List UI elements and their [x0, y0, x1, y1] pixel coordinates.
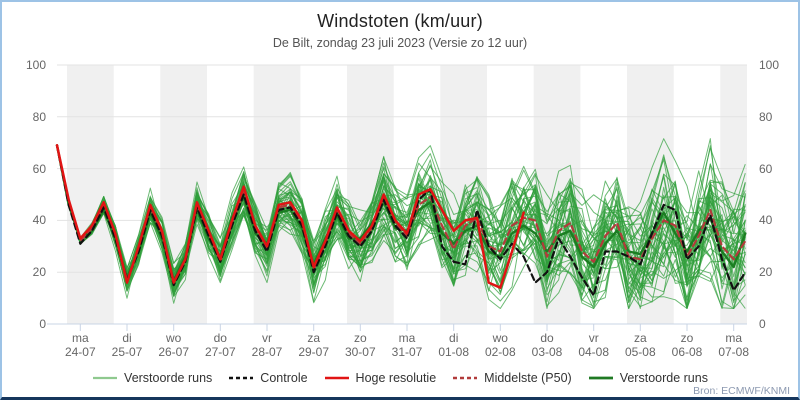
- line-sample-icon: [588, 376, 613, 380]
- ensemble-member-line: [56, 145, 746, 309]
- x-axis-label: ma 24-07: [64, 331, 96, 359]
- x-axis-label: vr 04-08: [578, 331, 610, 359]
- y-axis-label-right: 100: [759, 58, 780, 72]
- x-axis-label: zo 30-07: [344, 331, 376, 359]
- source-attribution: Bron: ECMWF/KNMI: [693, 385, 790, 397]
- legend: Verstoorde runs Controle Hoge resolutie …: [2, 371, 798, 385]
- ensemble-member-line: [56, 145, 746, 287]
- day-band: [67, 65, 114, 324]
- day-band: [347, 65, 394, 324]
- y-axis-label-left: 60: [32, 161, 46, 176]
- legend-label: Hoge resolutie: [355, 371, 437, 385]
- legend-item-controle: Controle: [228, 371, 308, 385]
- chart-title: Windstoten (km/uur): [317, 11, 483, 31]
- y-axis-label-right: 60: [759, 161, 773, 176]
- legend-label: Controle: [260, 371, 308, 385]
- legend-item-verstoorde-runs-dark: Verstoorde runs: [588, 371, 708, 385]
- y-axis-label-right: 40: [759, 213, 773, 228]
- y-axis-label-left: 40: [32, 213, 46, 228]
- legend-item-middelste-p50: Middelste (P50): [452, 371, 572, 385]
- y-axis-label-right: 0: [759, 317, 766, 331]
- line-sample-icon: [93, 376, 118, 380]
- x-axis-label: wo 02-08: [484, 331, 516, 359]
- x-axis-label: za 05-08: [624, 331, 656, 359]
- legend-item-verstoorde-runs-light: Verstoorde runs: [92, 371, 212, 385]
- line-sample-icon: [453, 376, 478, 380]
- y-axis-label-left: 20: [32, 265, 46, 280]
- line-sample-icon: [229, 376, 254, 380]
- chart-subtitle: De Bilt, zondag 23 juli 2023 (Versie zo …: [272, 36, 528, 50]
- x-axis-label: zo 06-08: [671, 331, 703, 359]
- ensemble-member-line: [56, 145, 746, 293]
- legend-label: Verstoorde runs: [619, 371, 708, 385]
- x-axis-label: do 03-08: [531, 331, 563, 359]
- x-axis-label: wo 26-07: [158, 331, 190, 359]
- ensemble-member-line: [56, 145, 746, 298]
- x-axis-label: di 25-07: [111, 331, 143, 359]
- day-band: [160, 65, 207, 324]
- y-axis-label-left: 100: [25, 58, 46, 72]
- legend-item-hoge-resolutie: Hoge resolutie: [324, 371, 437, 385]
- legend-label: Verstoorde runs: [124, 371, 213, 385]
- x-axis-label: di 01-08: [438, 331, 470, 359]
- y-axis-label-right: 80: [759, 109, 773, 124]
- x-axis-label: za 29-07: [298, 331, 330, 359]
- x-axis-label: ma 31-07: [391, 331, 423, 359]
- y-axis-label-right: 20: [759, 265, 773, 280]
- legend-label: Middelste (P50): [484, 371, 572, 385]
- x-axis-label: do 27-07: [204, 331, 236, 359]
- x-axis-label: vr 28-07: [251, 331, 283, 359]
- line-sample-icon: [324, 376, 349, 380]
- y-axis-label-left: 80: [32, 109, 46, 124]
- series-hoge-resolutie: [55, 144, 525, 289]
- y-axis-label-left: 0: [39, 317, 46, 331]
- x-axis-label: ma 07-08: [718, 331, 750, 359]
- series-middelste-p50-: [55, 144, 747, 284]
